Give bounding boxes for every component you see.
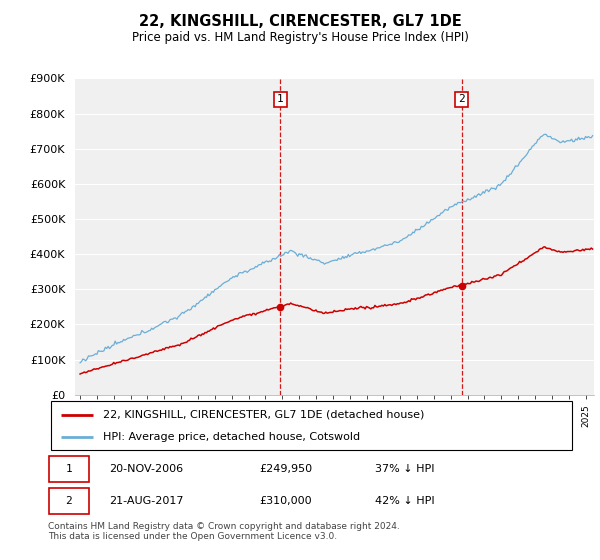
Text: 1: 1 [65,464,72,474]
Text: 37% ↓ HPI: 37% ↓ HPI [376,464,435,474]
FancyBboxPatch shape [49,488,89,514]
Text: 22, KINGSHILL, CIRENCESTER, GL7 1DE (detached house): 22, KINGSHILL, CIRENCESTER, GL7 1DE (det… [103,409,425,419]
Text: Contains HM Land Registry data © Crown copyright and database right 2024.
This d: Contains HM Land Registry data © Crown c… [48,522,400,542]
Text: 20-NOV-2006: 20-NOV-2006 [109,464,183,474]
Text: £249,950: £249,950 [259,464,313,474]
Text: 2: 2 [65,496,72,506]
Text: £310,000: £310,000 [259,496,312,506]
FancyBboxPatch shape [50,402,572,450]
Text: 22, KINGSHILL, CIRENCESTER, GL7 1DE: 22, KINGSHILL, CIRENCESTER, GL7 1DE [139,14,461,29]
Text: HPI: Average price, detached house, Cotswold: HPI: Average price, detached house, Cots… [103,432,361,442]
Text: 1: 1 [277,95,284,105]
FancyBboxPatch shape [49,456,89,482]
Text: 42% ↓ HPI: 42% ↓ HPI [376,496,435,506]
Text: 21-AUG-2017: 21-AUG-2017 [109,496,183,506]
Text: 2: 2 [458,95,465,105]
Text: Price paid vs. HM Land Registry's House Price Index (HPI): Price paid vs. HM Land Registry's House … [131,31,469,44]
